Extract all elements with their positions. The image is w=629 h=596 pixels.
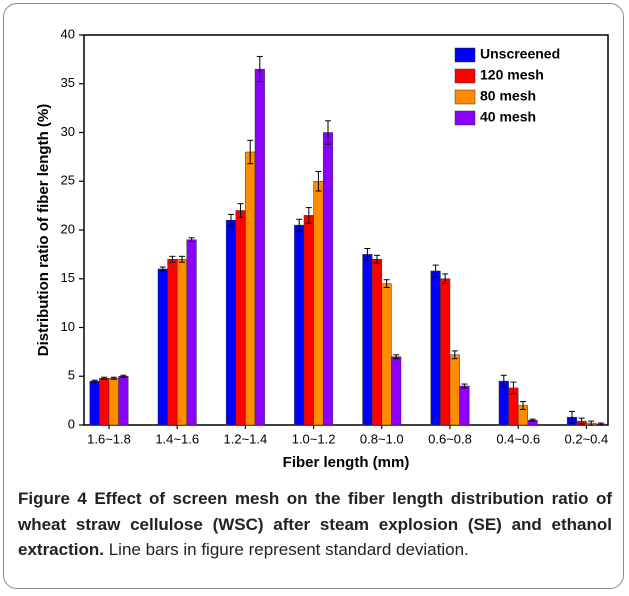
error-bar xyxy=(451,350,458,360)
legend-label: 80 mesh xyxy=(480,88,536,104)
chart: Fiber length (mm) Distribution ratio of … xyxy=(35,26,609,471)
bar xyxy=(99,377,110,426)
error-bar xyxy=(296,218,303,232)
bar xyxy=(449,354,460,426)
bar xyxy=(391,356,402,426)
legend-label: Unscreened xyxy=(480,46,560,62)
caption-note: Line bars in figure represent standard d… xyxy=(108,540,469,559)
x-tick-label: 0.2~0.4 xyxy=(565,431,609,446)
x-tick-label: 0.4~0.6 xyxy=(496,431,540,446)
error-bar xyxy=(325,120,331,145)
caption-label: Figure 4 xyxy=(18,489,87,508)
x-tick-label: 1.0~1.2 xyxy=(292,431,336,446)
error-bar xyxy=(315,171,322,192)
error-bar xyxy=(228,213,234,227)
bar xyxy=(225,220,237,426)
bar xyxy=(303,215,314,426)
legend-swatch xyxy=(454,47,476,63)
x-tick-label: 1.4~1.6 xyxy=(155,431,199,446)
error-bar xyxy=(578,417,585,425)
error-bar xyxy=(520,401,526,410)
bar xyxy=(245,151,256,426)
legend-label: 40 mesh xyxy=(480,109,536,125)
y-tick-label: 15 xyxy=(61,270,75,285)
x-tick-label: 0.6~0.8 xyxy=(428,431,472,446)
error-bar xyxy=(393,354,400,360)
legend-swatch xyxy=(454,110,476,126)
error-bar xyxy=(169,255,176,263)
bar xyxy=(371,259,383,426)
error-bar xyxy=(188,237,195,243)
bar xyxy=(235,210,246,426)
y-tick-label: 40 xyxy=(61,26,75,41)
bar xyxy=(89,380,100,426)
bar xyxy=(254,68,265,426)
y-tick-label: 5 xyxy=(68,368,75,383)
error-bar xyxy=(569,410,575,424)
error-bar xyxy=(461,383,468,389)
caption: Figure 4 Effect of screen mesh on the fi… xyxy=(18,486,612,563)
error-bar xyxy=(588,420,595,426)
error-bar xyxy=(120,374,127,378)
y-axis-title: Distribution ratio of fiber length (%) xyxy=(35,104,52,356)
error-bar xyxy=(179,255,185,263)
y-tick-label: 20 xyxy=(61,221,75,236)
error-bar xyxy=(159,266,166,272)
error-bar xyxy=(500,374,507,388)
bar xyxy=(440,278,451,426)
y-tick-label: 10 xyxy=(61,319,75,334)
legend-swatch xyxy=(454,89,476,105)
legend-swatch xyxy=(454,68,476,84)
x-tick-label: 1.2~1.4 xyxy=(224,431,268,446)
y-tick-label: 25 xyxy=(61,173,75,188)
y-tick-label: 35 xyxy=(61,75,75,90)
x-axis-title: Fiber length (mm) xyxy=(283,454,410,471)
x-tick-label: 0.8~1.0 xyxy=(360,431,404,446)
bar xyxy=(108,377,119,426)
error-bar xyxy=(529,418,536,422)
error-bar xyxy=(597,422,604,426)
bar xyxy=(362,254,373,426)
y-tick-label: 30 xyxy=(61,124,75,139)
error-bar xyxy=(305,207,312,224)
x-tick-label: 1.6~1.8 xyxy=(87,431,131,446)
caption-title: Effect of screen mesh on the fiber lengt… xyxy=(18,489,612,559)
figure-frame xyxy=(3,3,624,589)
bar xyxy=(381,283,392,426)
error-bar xyxy=(247,139,254,165)
bar xyxy=(167,259,178,426)
error-bar xyxy=(101,376,108,380)
error-bar xyxy=(374,254,380,264)
bar xyxy=(498,380,509,426)
legend-label: 120 mesh xyxy=(480,67,544,83)
error-bar xyxy=(432,264,439,278)
bar xyxy=(186,239,197,426)
error-bar xyxy=(510,381,517,395)
error-bar xyxy=(256,55,263,83)
bar xyxy=(294,224,305,426)
bar xyxy=(459,385,470,426)
bar xyxy=(430,270,441,426)
y-tick-label: 0 xyxy=(68,416,75,431)
error-bar xyxy=(91,379,98,383)
error-bar xyxy=(383,279,390,289)
error-bar xyxy=(442,273,449,285)
bar xyxy=(157,268,168,426)
error-bar xyxy=(110,376,117,380)
bar xyxy=(118,376,129,426)
bar xyxy=(313,181,324,426)
bar xyxy=(322,132,334,426)
error-bar xyxy=(364,248,371,261)
bar xyxy=(176,259,188,426)
error-bar xyxy=(237,203,244,218)
